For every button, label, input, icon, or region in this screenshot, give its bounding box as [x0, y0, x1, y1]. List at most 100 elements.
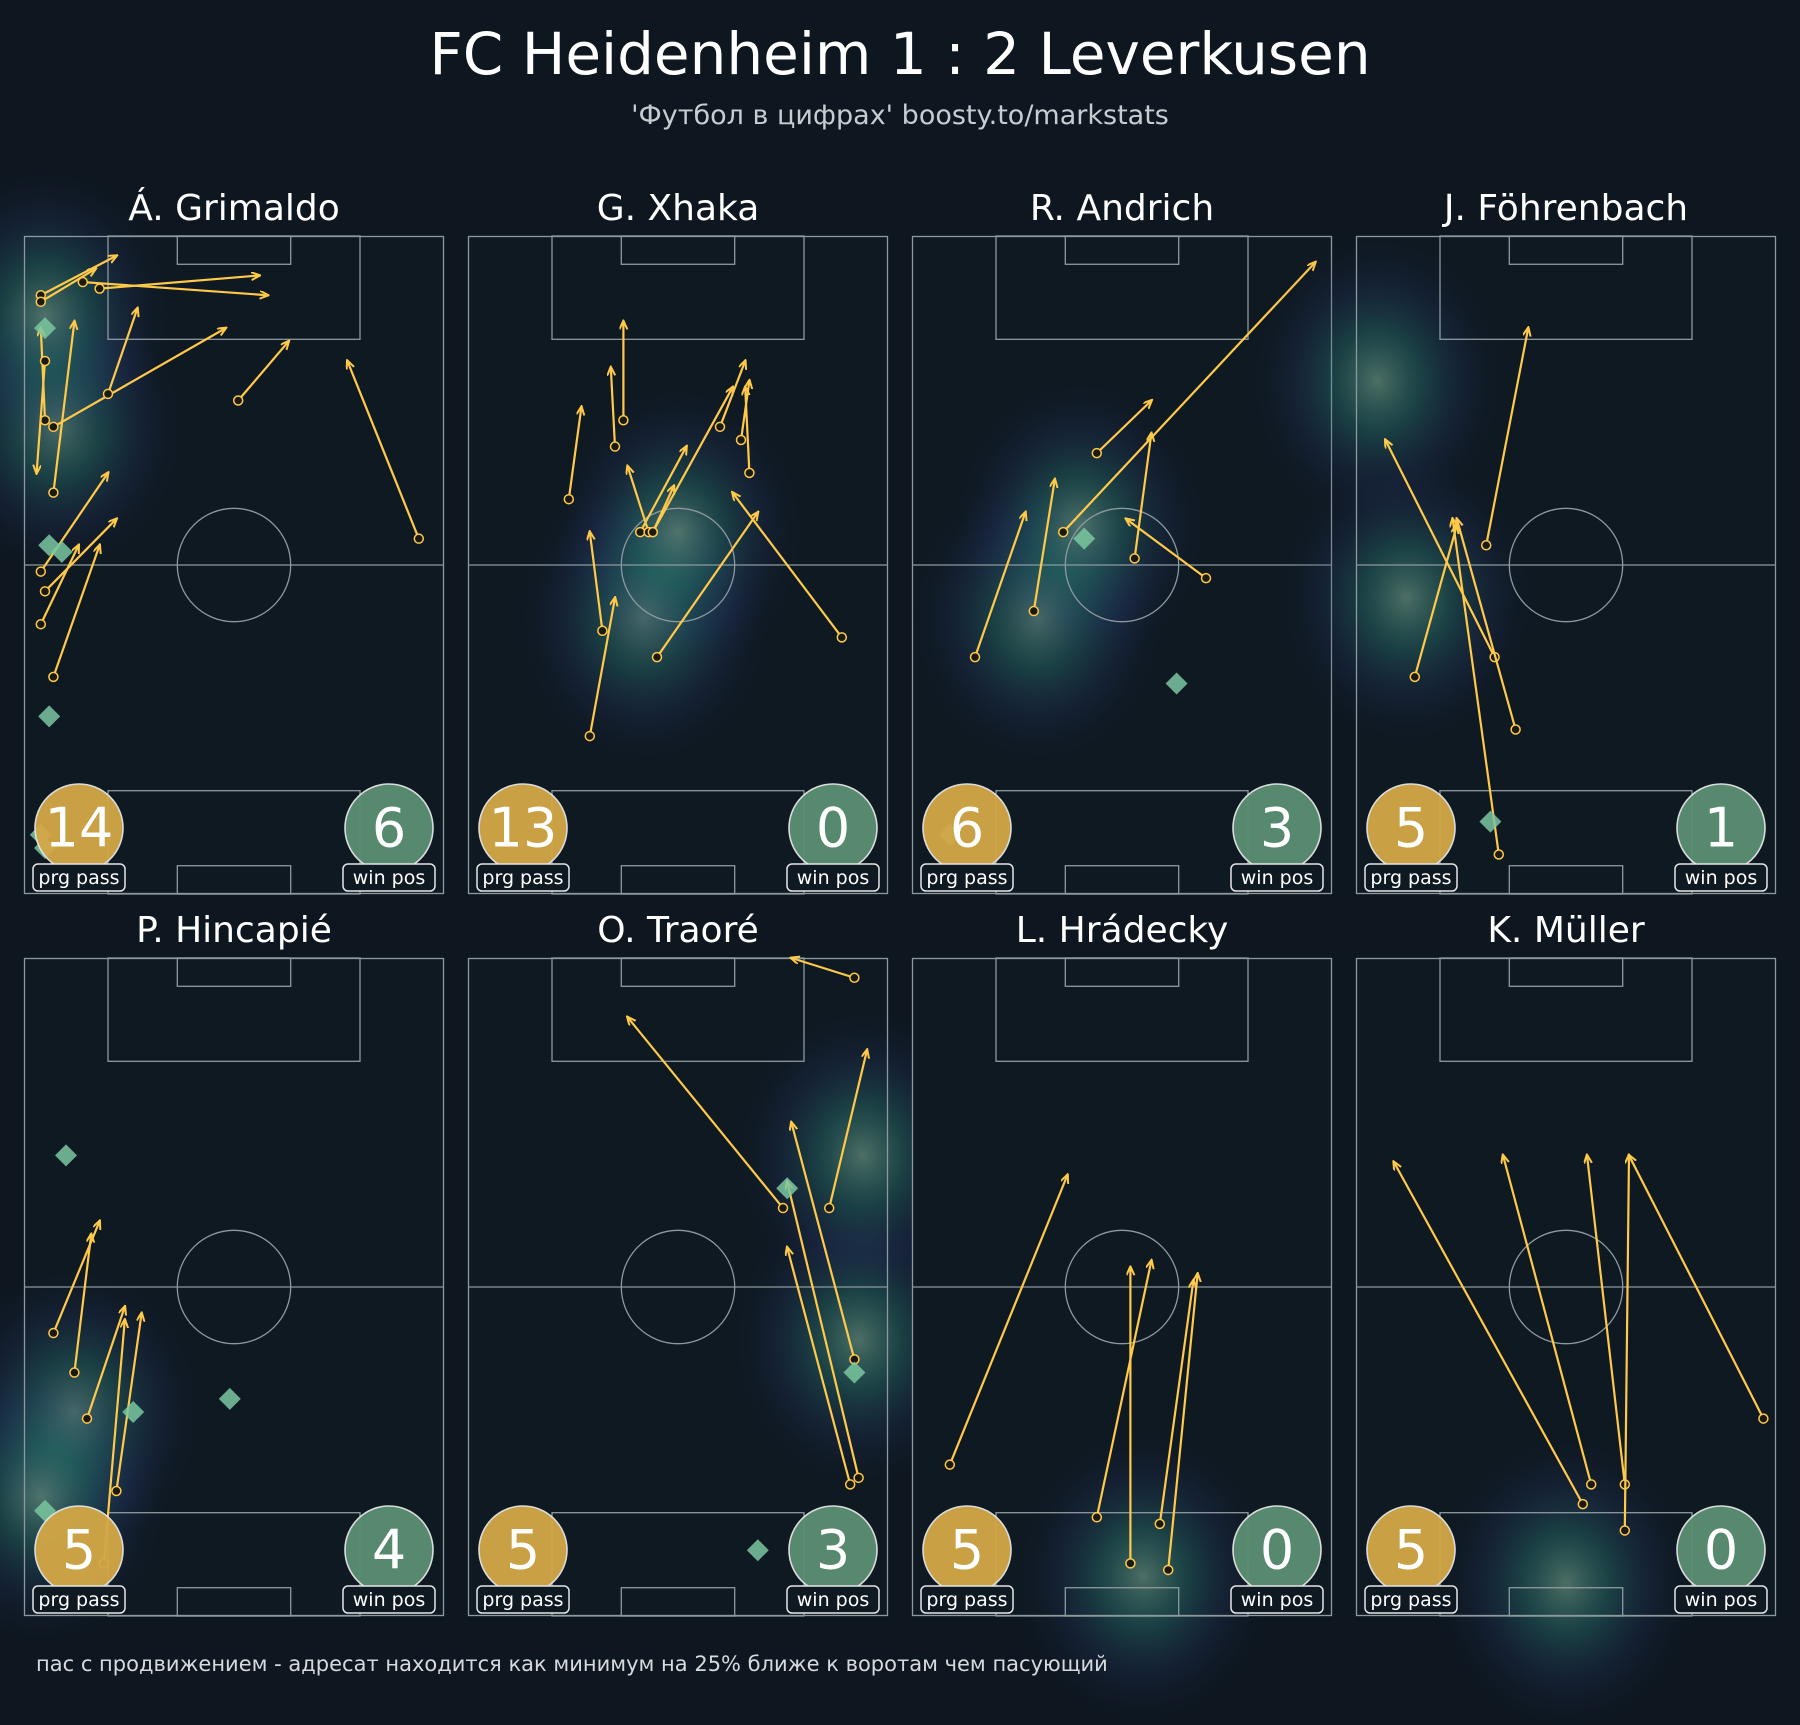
- win-pos-label-box: [786, 863, 880, 892]
- prg-pass-label: prg pass: [1370, 867, 1451, 889]
- prg-pass-label-box: [32, 1585, 126, 1614]
- progressive-pass-arrow: [948, 1175, 1068, 1466]
- pass-origin-point: [1200, 572, 1212, 584]
- progressive-pass-arrow: [1457, 519, 1517, 730]
- progressive-pass-arrow: [611, 368, 615, 447]
- progressive-pass-arrow: [39, 545, 79, 625]
- prg-pass-label-box: [476, 1585, 570, 1614]
- player-name: K. Müller: [1487, 910, 1645, 951]
- prg-pass-value: 5: [950, 1519, 984, 1582]
- pass-origin-point: [563, 493, 575, 505]
- progressive-pass-arrow: [733, 493, 843, 639]
- progressive-pass-arrow: [639, 447, 686, 533]
- prg-pass-value: 5: [506, 1519, 540, 1582]
- pass-origin-point: [744, 467, 755, 479]
- progressive-pass-arrow: [85, 1307, 125, 1419]
- progressive-pass-arrow: [1394, 1162, 1584, 1505]
- pass-origin-point: [48, 1327, 59, 1339]
- pass-origin-point: [836, 632, 848, 643]
- pass-origin-point: [1758, 1413, 1769, 1424]
- win-position-marker: [55, 1144, 77, 1167]
- win-position-marker: [218, 1387, 241, 1410]
- progressive-pass-arrow: [347, 361, 420, 540]
- progressive-pass-arrow: [106, 308, 137, 395]
- pass-origin-point: [1091, 1512, 1103, 1523]
- center-circle: [1064, 1229, 1180, 1345]
- win-pos-value: 1: [1704, 797, 1738, 860]
- center-circle: [176, 507, 292, 623]
- prg-pass-value: 13: [489, 797, 558, 860]
- progressive-pass-arrow: [39, 473, 108, 573]
- goal-box-bottom: [1064, 865, 1180, 895]
- heat-blob: [552, 387, 804, 677]
- win-pos-label-box: [1230, 1585, 1324, 1614]
- progressive-pass-arrow: [791, 1123, 856, 1360]
- pass-origin-point: [1619, 1525, 1631, 1536]
- win-pos-label: win pos: [1685, 867, 1757, 889]
- pass-origin-point: [81, 1413, 93, 1424]
- progressive-pass-arrow: [41, 328, 47, 421]
- win-position-marker: [122, 1401, 145, 1424]
- progressive-pass-arrow: [1167, 1274, 1197, 1571]
- progressive-pass-arrow: [115, 1313, 141, 1492]
- pass-origin-point: [1154, 1518, 1166, 1530]
- progressive-pass-arrow: [1413, 526, 1457, 678]
- footnote: пас с продвижением - адресат находится к…: [36, 1652, 1108, 1676]
- win-pos-value: 4: [372, 1519, 406, 1582]
- progressive-pass-arrow: [40, 269, 96, 303]
- pitch-chart: 13 prg pass 0 win pos: [467, 235, 889, 895]
- pass-origin-point: [1129, 553, 1140, 564]
- goal-box-top: [176, 235, 292, 265]
- progressive-pass-arrow: [590, 532, 604, 631]
- win-position-marker: [776, 1177, 799, 1200]
- progressive-pass-arrow: [40, 256, 117, 297]
- prg-pass-label: prg pass: [38, 1589, 119, 1611]
- win-pos-label-box: [786, 1585, 880, 1614]
- progressive-pass-arrow: [1503, 1155, 1593, 1485]
- player-name: J. Föhrenbach: [1443, 188, 1689, 229]
- pass-origin-point: [1125, 1558, 1136, 1569]
- progressive-pass-arrow: [745, 387, 751, 473]
- pass-origin-point: [969, 651, 981, 663]
- win-position-marker: [843, 1361, 866, 1384]
- goal-box-bottom: [1508, 865, 1624, 895]
- progressive-pass-arrow: [828, 1050, 867, 1209]
- pass-origin-point: [1091, 447, 1103, 459]
- progressive-pass-arrow: [1126, 519, 1207, 580]
- pass-origin-point: [823, 1202, 835, 1214]
- prg-pass-value: 5: [1394, 1519, 1428, 1582]
- progressive-pass-arrow: [656, 512, 758, 658]
- win-pos-label: win pos: [1685, 1589, 1757, 1611]
- win-pos-label: win pos: [353, 867, 425, 889]
- pass-origin-point: [1577, 1498, 1589, 1510]
- pass-origin-point: [944, 1459, 956, 1470]
- goal-box-top: [1064, 235, 1180, 265]
- pass-origin-point: [1409, 671, 1421, 683]
- win-pos-label: win pos: [353, 1589, 425, 1611]
- win-position-marker: [38, 705, 61, 728]
- prg-pass-label: prg pass: [482, 867, 563, 889]
- goal-box-top: [1508, 957, 1624, 987]
- pass-origin-point: [1585, 1479, 1597, 1490]
- prg-pass-label: prg pass: [926, 1589, 1007, 1611]
- pass-origin-point: [618, 414, 629, 426]
- progressive-pass-arrow: [44, 519, 116, 593]
- progressive-pass-arrow: [1385, 440, 1496, 658]
- prg-pass-value: 5: [62, 1519, 96, 1582]
- goal-box-top: [620, 235, 736, 265]
- pass-origin-point: [1480, 540, 1492, 551]
- pass-origin-point: [735, 434, 747, 446]
- prg-pass-label-box: [476, 863, 570, 892]
- player-name: R. Andrich: [1029, 188, 1215, 229]
- player-name: Á. Grimaldo: [128, 188, 340, 229]
- pass-origin-point: [35, 296, 47, 308]
- prg-pass-label-box: [32, 863, 126, 892]
- pass-origin-point: [232, 395, 244, 406]
- win-pos-label: win pos: [1241, 867, 1313, 889]
- progressive-pass-arrow: [237, 341, 288, 402]
- pass-origin-point: [39, 355, 51, 367]
- progressive-pass-arrow: [651, 387, 733, 533]
- progressive-pass-arrow: [787, 1182, 860, 1479]
- pass-origin-point: [1493, 849, 1505, 860]
- pass-origin-point: [39, 586, 51, 597]
